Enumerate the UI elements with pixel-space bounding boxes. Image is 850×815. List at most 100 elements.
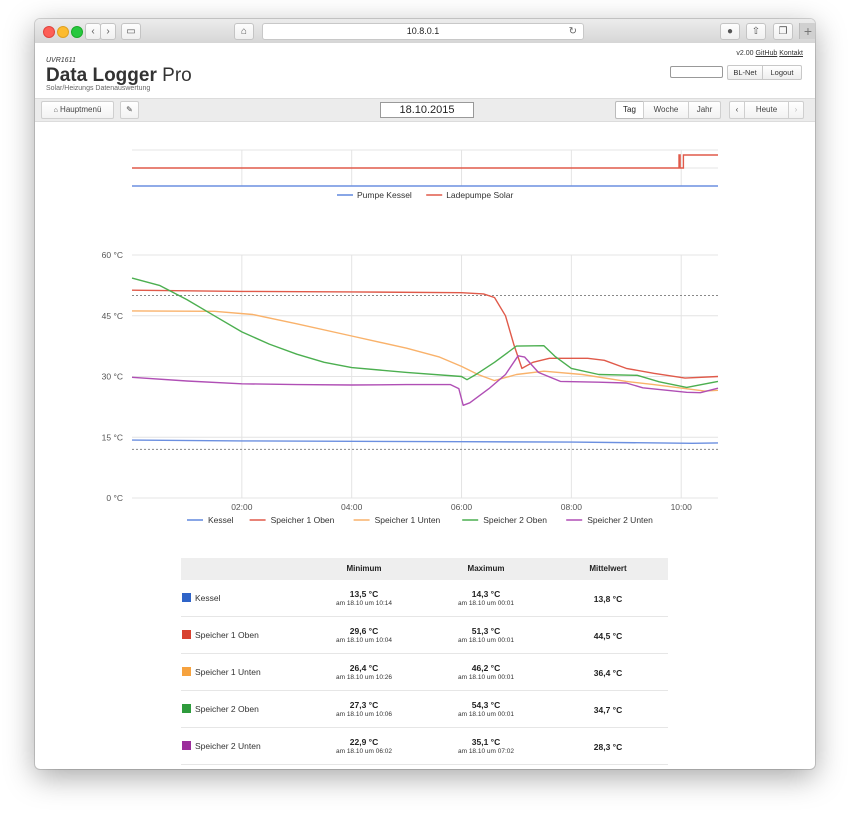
- nav-toolbar: ⌂ Hauptmenü ✎ 18.10.2015 Tag Woche Jahr …: [35, 98, 815, 122]
- min-cell: 13,5 °C am 18.10 um 10:14: [304, 589, 424, 607]
- max-cell: 54,3 °C am 18.10 um 00:01: [426, 700, 546, 718]
- share-button[interactable]: ⇧: [746, 23, 766, 40]
- series-swatch: [182, 741, 191, 750]
- x-tick-label: 08:00: [561, 502, 583, 512]
- version-label: v2.00: [736, 50, 754, 57]
- edit-button[interactable]: ✎: [120, 101, 139, 119]
- x-tick-label: 06:00: [451, 502, 473, 512]
- today-button[interactable]: Heute: [744, 101, 789, 119]
- home-button[interactable]: ⌂: [234, 23, 254, 40]
- github-link[interactable]: GitHub: [755, 50, 778, 57]
- max-value: 46,2 °C: [471, 663, 501, 673]
- prev-day-button[interactable]: ‹: [729, 101, 745, 119]
- table-row: Kessel 13,5 °C am 18.10 um 10:14 14,3 °C am …: [181, 580, 668, 617]
- new-tab-button[interactable]: +: [799, 23, 815, 39]
- header-links: v2.00 GitHub Kontakt: [736, 50, 803, 57]
- legend-label: Speicher 2 Unten: [587, 515, 653, 525]
- page-title: Data Logger Pro: [46, 65, 192, 87]
- download-button[interactable]: ●: [720, 23, 740, 40]
- table-row: Speicher 1 Unten 26,4 °C am 18.10 um 10:26…: [181, 654, 668, 691]
- table-row: Speicher 2 Oben 27,3 °C am 18.10 um 10:06 5…: [181, 691, 668, 728]
- tab-woche[interactable]: Woche: [643, 101, 689, 119]
- temperature-series-line: [131, 355, 719, 406]
- browser-window: ‹ › ▭ ⌂ 10.8.0.1 ↻ ● ⇧ ❐ + UVR1611 Data …: [35, 19, 815, 769]
- tabs-button[interactable]: ❐: [773, 23, 793, 40]
- min-value: 27,3 °C: [349, 700, 379, 710]
- series-swatch: [182, 704, 191, 713]
- password-input[interactable]: [670, 66, 723, 78]
- series-swatch: [182, 667, 191, 676]
- max-value: 35,1 °C: [471, 737, 501, 747]
- tabs-icon: ❐: [778, 26, 788, 37]
- close-window-button[interactable]: [43, 26, 55, 38]
- product-code: UVR1611: [46, 57, 76, 64]
- blnet-button[interactable]: BL-Net: [727, 65, 763, 80]
- temperature-series-line: [131, 310, 719, 392]
- temperature-series-line: [131, 289, 719, 379]
- table-header: Minimum Maximum Mittelwert: [181, 558, 668, 580]
- max-cell: 35,1 °C am 18.10 um 07:02: [426, 737, 546, 755]
- avg-cell: 36,4 °C: [548, 663, 668, 678]
- avg-value: 13,8 °C: [593, 594, 623, 604]
- next-day-button[interactable]: ›: [788, 101, 804, 119]
- min-date: am 18.10 um 10:14: [335, 600, 392, 607]
- charts-area: Pumpe Kessel Ladepumpe Solar 0 °C 15 °C 30 °…: [102, 149, 719, 525]
- legend-label: Pumpe Kessel: [357, 190, 412, 200]
- series-name: Speicher 2 Oben: [195, 704, 259, 714]
- legend-label: Ladepumpe Solar: [446, 190, 513, 200]
- y-tick-label: 45 °C: [102, 311, 123, 321]
- main-menu-button[interactable]: ⌂ Hauptmenü: [41, 101, 114, 119]
- legend-label: Speicher 1 Unten: [375, 515, 441, 525]
- avg-value: 36,4 °C: [593, 668, 623, 678]
- sidebar-icon: ▭: [126, 26, 136, 37]
- reload-icon[interactable]: ↻: [568, 26, 577, 37]
- series-name: Speicher 1 Unten: [195, 667, 261, 677]
- min-value: 29,6 °C: [349, 626, 379, 636]
- avg-value: 44,5 °C: [593, 631, 623, 641]
- title-main: Data Logger: [46, 65, 157, 86]
- temperature-series-line: [131, 439, 719, 444]
- zoom-window-button[interactable]: [71, 26, 83, 38]
- download-icon: ●: [726, 26, 734, 37]
- address-bar[interactable]: 10.8.0.1 ↻: [262, 23, 584, 40]
- avg-value: 28,3 °C: [593, 742, 623, 752]
- series-name: Speicher 2 Unten: [195, 741, 261, 751]
- max-cell: 51,3 °C am 18.10 um 00:01: [426, 626, 546, 644]
- tab-tag[interactable]: Tag: [615, 101, 644, 119]
- column-header-mittelwert: Mittelwert: [589, 564, 627, 573]
- title-suffix: Pro: [162, 65, 192, 86]
- avg-cell: 34,7 °C: [548, 700, 668, 715]
- max-date: am 18.10 um 00:01: [457, 600, 514, 607]
- pencil-icon: ✎: [126, 105, 133, 114]
- min-date: am 18.10 um 06:02: [335, 748, 392, 755]
- tab-jahr[interactable]: Jahr: [688, 101, 721, 119]
- min-value: 22,9 °C: [349, 737, 379, 747]
- table-row: Speicher 2 Unten 22,9 °C am 18.10 um 06:02…: [181, 728, 668, 765]
- forward-button[interactable]: ›: [100, 23, 116, 40]
- back-button[interactable]: ‹: [85, 23, 101, 40]
- sidebar-toggle-button[interactable]: ▭: [121, 23, 141, 40]
- legend-label: Speicher 2 Oben: [483, 515, 547, 525]
- y-tick-label: 60 °C: [102, 250, 123, 260]
- min-date: am 18.10 um 10:26: [335, 674, 392, 681]
- date-input[interactable]: 18.10.2015: [380, 102, 474, 118]
- logout-button[interactable]: Logout: [762, 65, 802, 80]
- min-date: am 18.10 um 10:04: [335, 637, 392, 644]
- series-swatch: [182, 593, 191, 602]
- home-icon: ⌂: [53, 107, 58, 114]
- min-value: 26,4 °C: [349, 663, 379, 673]
- y-tick-label: 15 °C: [102, 432, 123, 442]
- min-cell: 22,9 °C am 18.10 um 06:02: [304, 737, 424, 755]
- max-value: 14,3 °C: [471, 589, 501, 599]
- min-value: 13,5 °C: [349, 589, 379, 599]
- share-icon: ⇧: [751, 26, 761, 37]
- max-date: am 18.10 um 07:02: [457, 748, 514, 755]
- max-date: am 18.10 um 00:01: [457, 637, 514, 644]
- min-date: am 18.10 um 10:06: [335, 711, 392, 718]
- x-tick-label: 04:00: [341, 502, 363, 512]
- y-tick-label: 30 °C: [102, 372, 123, 382]
- y-tick-label: 0 °C: [106, 493, 123, 503]
- chevron-right-icon: ›: [106, 26, 110, 37]
- kontakt-link[interactable]: Kontakt: [779, 50, 803, 57]
- minimize-window-button[interactable]: [57, 26, 69, 38]
